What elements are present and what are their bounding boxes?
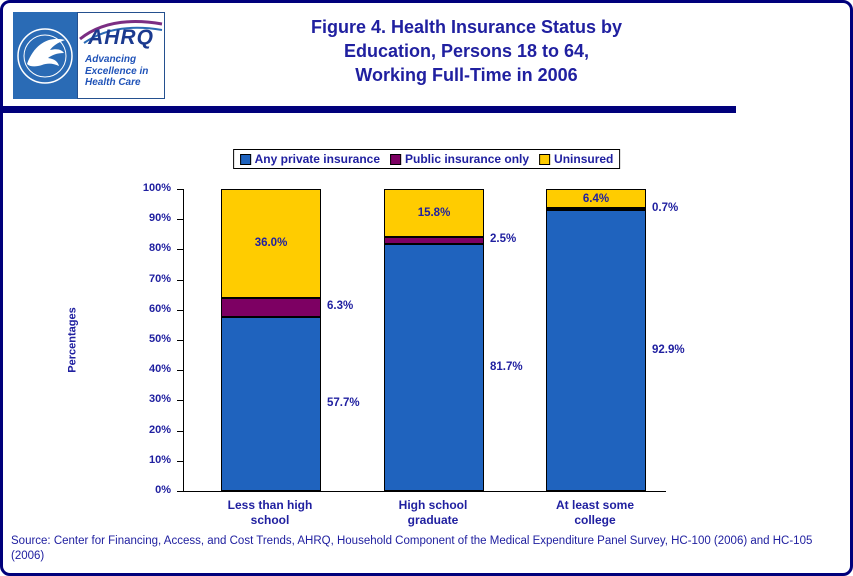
y-tick-label: 0%	[155, 484, 171, 496]
ahrq-tagline-line: Advancing	[85, 54, 137, 65]
legend-item: Uninsured	[539, 152, 613, 166]
y-tick-mark	[177, 370, 184, 372]
x-category-label: Less than high school	[227, 498, 313, 527]
ahrq-logo: AHRQ Advancing Excellence in Health Care	[77, 12, 165, 99]
chart-legend: Any private insurance Public insurance on…	[232, 149, 621, 169]
data-label: 6.3%	[327, 300, 354, 313]
ahrq-tagline-line: Health Care	[85, 77, 141, 88]
logo-block: AHRQ Advancing Excellence in Health Care	[13, 12, 165, 99]
bar-segment: 36.0%	[221, 189, 321, 298]
y-axis-tick-labels: 0% 10% 20% 30% 40% 50% 60% 70% 80% 90% 100%	[123, 182, 175, 496]
y-tick-label: 40%	[148, 363, 171, 376]
figure-title-line: Figure 4. Health Insurance Status by	[310, 17, 623, 37]
y-tick-mark	[177, 219, 184, 221]
x-axis-category-labels: Less than high school High school graduat…	[183, 498, 665, 536]
y-tick-label: 90%	[148, 212, 171, 225]
stacked-bar: 36.0%	[221, 189, 321, 491]
ahrq-swoosh-icon	[79, 20, 163, 44]
y-tick-mark	[177, 400, 184, 402]
y-tick-mark	[177, 491, 184, 492]
data-label: 2.5%	[490, 233, 517, 246]
bar-segment: 6.4%	[546, 189, 646, 209]
y-tick-label: 50%	[148, 333, 171, 345]
legend-label: Uninsured	[554, 152, 614, 166]
bar-segment	[384, 244, 484, 491]
data-label: 57.7%	[327, 396, 360, 409]
legend-label: Any private insurance	[254, 152, 381, 166]
x-category-label: High school graduate	[398, 498, 468, 527]
figure-title-line: Working Full-Time in 2006	[355, 65, 578, 85]
bar-segment	[221, 316, 321, 491]
plot-area: 57.7% 6.3% 36.0% 81.7% 2.5% 15.8% 92.9% 0.7% 6.4…	[177, 189, 685, 492]
legend-swatch	[390, 153, 402, 165]
y-tick-mark	[177, 279, 184, 281]
ahrq-logo-text: AHRQ	[88, 26, 154, 49]
data-label: 92.9%	[652, 343, 685, 356]
bar-segment	[384, 236, 484, 245]
y-tick-label: 100%	[142, 182, 171, 194]
figure-title: Figure 4. Health Insurance Status by Edu…	[173, 15, 760, 87]
y-tick-label: 60%	[148, 302, 171, 315]
x-category-label: At least some college	[555, 498, 635, 527]
data-label: 15.8%	[417, 206, 451, 219]
stacked-bar: 15.8%	[384, 189, 484, 491]
header-divider	[3, 106, 736, 113]
y-tick-mark	[177, 460, 184, 462]
y-tick-mark	[177, 309, 184, 311]
y-tick-mark	[177, 430, 184, 432]
y-tick-label: 30%	[148, 393, 171, 406]
y-tick-mark	[177, 340, 184, 341]
legend-item: Public insurance only	[390, 152, 529, 166]
y-tick-label: 70%	[148, 272, 171, 285]
ahrq-tagline-line: Excellence in	[85, 65, 149, 77]
y-tick-mark	[177, 249, 184, 251]
bar-segment	[546, 210, 646, 491]
y-tick-label: 20%	[148, 423, 171, 436]
ahrq-tagline: Advancing Excellence in Health Care	[78, 54, 164, 89]
y-tick-label: 80%	[148, 242, 171, 255]
data-label: 81.7%	[490, 360, 523, 373]
y-axis-title: Percentages	[63, 189, 83, 491]
data-label: 6.4%	[582, 192, 610, 205]
bar-segment	[546, 208, 646, 211]
legend-swatch	[539, 153, 551, 165]
data-label: 0.7%	[652, 202, 679, 215]
y-tick-mark	[177, 189, 184, 190]
legend-swatch	[239, 153, 251, 165]
y-axis-title-text: Percentages	[67, 307, 79, 373]
figure-title-line: Education, Persons 18 to 64,	[343, 41, 590, 61]
legend-item: Any private insurance	[239, 152, 381, 166]
bar-segment	[221, 297, 321, 317]
source-note: Source: Center for Financing, Access, an…	[11, 535, 813, 562]
hhs-seal-icon	[13, 12, 77, 99]
data-label: 36.0%	[254, 237, 288, 250]
legend-label: Public insurance only	[405, 152, 530, 166]
stacked-bar: 6.4%	[546, 189, 646, 491]
bar-segment: 15.8%	[384, 189, 484, 237]
y-tick-label: 10%	[148, 453, 171, 466]
